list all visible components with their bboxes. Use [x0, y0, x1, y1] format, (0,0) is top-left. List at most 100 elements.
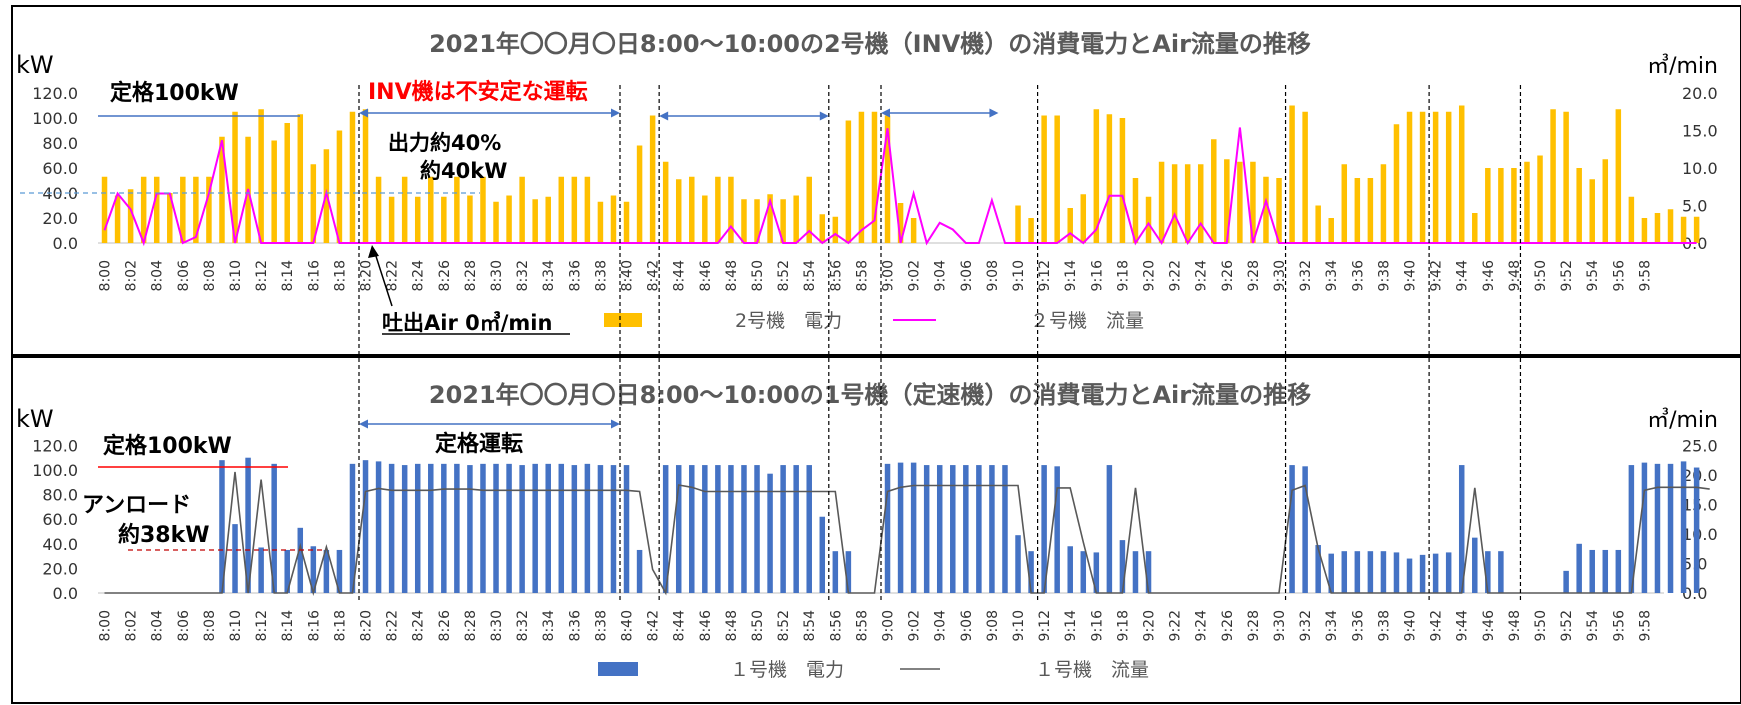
x-tick-label-inv: 8:32 [515, 260, 531, 291]
x-tick-label-inv: 8:24 [411, 260, 427, 292]
bar-fixed-power [362, 460, 369, 593]
span-arrow-inv-1-head-right [611, 108, 620, 118]
bar-fixed-power [336, 549, 343, 593]
bar-fixed-power [1472, 537, 1478, 593]
bar-inv-power [897, 203, 904, 243]
bar-fixed-power [1667, 463, 1674, 593]
bar-inv-power [1158, 161, 1165, 243]
x-tick-label-fixed: 8:30 [489, 610, 505, 641]
bar-inv-power [336, 130, 343, 243]
bar-inv-power [193, 176, 199, 243]
bar-inv-power [375, 176, 382, 243]
bar-inv-power [754, 199, 760, 243]
x-tick-label-inv: 8:52 [776, 260, 792, 291]
y2-tick-label-fixed: 10.0 [1682, 525, 1718, 544]
bar-inv-power [1132, 178, 1139, 243]
bar-fixed-power [271, 463, 277, 593]
x-tick-label-inv: 8:56 [828, 260, 844, 292]
bar-fixed-power [584, 463, 591, 593]
bar-inv-power [1197, 164, 1204, 243]
bar-fixed-power [1458, 465, 1465, 593]
x-tick-label-inv: 8:44 [672, 260, 688, 292]
bar-fixed-power [1589, 549, 1595, 593]
x-tick-label-fixed: 8:54 [802, 610, 818, 642]
x-tick-label-inv: 8:34 [541, 260, 557, 292]
annotation-rated-fixed: 定格100kW [103, 433, 232, 459]
x-tick-label-fixed: 9:10 [1011, 610, 1027, 641]
bar-fixed-power [532, 463, 538, 593]
bar-fixed-power [1067, 546, 1073, 593]
bar-inv-power [793, 195, 799, 243]
x-tick-label-inv: 9:50 [1533, 260, 1549, 291]
bar-inv-power [675, 179, 682, 243]
bar-inv-power [636, 145, 643, 243]
x-tick-label-fixed: 9:02 [907, 610, 923, 641]
x-tick-label-inv: 8:42 [646, 260, 662, 291]
chart-title-fixed: 2021年〇〇月〇日8:00～10:00の1号機（定速機）の消費電力とAir流量… [429, 381, 1311, 409]
bar-inv-power [806, 176, 812, 243]
y2-tick-label-fixed: 15.0 [1682, 495, 1718, 514]
x-tick-label-fixed: 9:58 [1637, 610, 1653, 641]
bar-inv-power [532, 199, 538, 243]
bar-inv-power [297, 114, 304, 243]
bar-inv-power [1576, 168, 1582, 243]
legend-label-line-fixed: １号機 流量 [1035, 659, 1149, 681]
x-tick-label-inv: 9:02 [907, 260, 923, 291]
x-tick-label-inv: 8:00 [98, 260, 114, 291]
bar-inv-power [1015, 205, 1021, 243]
x-tick-label-fixed: 8:38 [593, 610, 609, 641]
x-tick-label-inv: 9:14 [1063, 260, 1079, 292]
bar-inv-power [715, 176, 721, 243]
bar-inv-power [884, 115, 891, 243]
bar-fixed-power [910, 462, 917, 593]
span-arrow-fixed-1-head-right [611, 419, 620, 429]
bar-inv-power [558, 176, 565, 243]
x-tick-label-inv: 8:28 [463, 260, 479, 291]
bar-inv-power [767, 194, 773, 243]
bar-fixed-power [610, 465, 617, 593]
bar-fixed-power [597, 465, 604, 593]
bar-fixed-power [989, 465, 995, 593]
bar-fixed-power [623, 465, 630, 593]
bar-inv-power [649, 115, 656, 243]
bar-fixed-power [1367, 551, 1374, 593]
annotation-rated-run: 定格運転 [435, 431, 523, 457]
bar-fixed-power [1328, 553, 1334, 593]
bar-inv-power [127, 189, 134, 243]
y-tick-label-fixed: 120.0 [32, 436, 78, 455]
bar-fixed-power [571, 465, 578, 593]
bar-inv-power [1341, 164, 1348, 243]
annotation-discharge-zero: 吐出Air 0㎥/min [382, 311, 552, 335]
x-tick-label-inv: 8:46 [698, 260, 714, 292]
bar-fixed-power [232, 524, 238, 593]
bar-inv-power [545, 196, 551, 243]
x-tick-label-inv: 9:36 [1350, 260, 1366, 292]
bar-inv-power [858, 111, 865, 243]
bar-fixed-power [936, 465, 943, 593]
x-tick-label-fixed: 8:32 [515, 610, 531, 641]
y2-axis-label-inv: ㎥/min [1647, 53, 1718, 79]
y-tick-label-fixed: 80.0 [42, 486, 78, 505]
bar-fixed-power [519, 465, 525, 593]
bar-inv-power [506, 195, 512, 243]
bar-inv-power [362, 109, 369, 243]
bar-inv-power [180, 176, 186, 243]
x-tick-label-fixed: 9:32 [1298, 610, 1314, 641]
bar-inv-power [623, 201, 630, 243]
bar-fixed-power [1628, 465, 1635, 593]
x-tick-label-inv: 9:26 [1220, 260, 1236, 292]
bar-inv-power [114, 195, 121, 243]
bar-inv-power [597, 201, 604, 243]
span-arrow-inv-3-head-right [989, 108, 999, 118]
legend-label-bar-inv: 2号機 電力 [735, 310, 842, 332]
bar-fixed-power [375, 461, 382, 593]
bar-inv-power [1171, 164, 1178, 243]
bar-fixed-power [1693, 467, 1700, 593]
x-tick-label-inv: 8:58 [854, 260, 870, 291]
bar-inv-power [819, 214, 826, 243]
y-tick-label-inv: 0.0 [53, 234, 78, 253]
x-tick-label-inv: 9:38 [1376, 260, 1392, 291]
bar-inv-power [1119, 118, 1126, 243]
bar-inv-power [871, 111, 878, 243]
